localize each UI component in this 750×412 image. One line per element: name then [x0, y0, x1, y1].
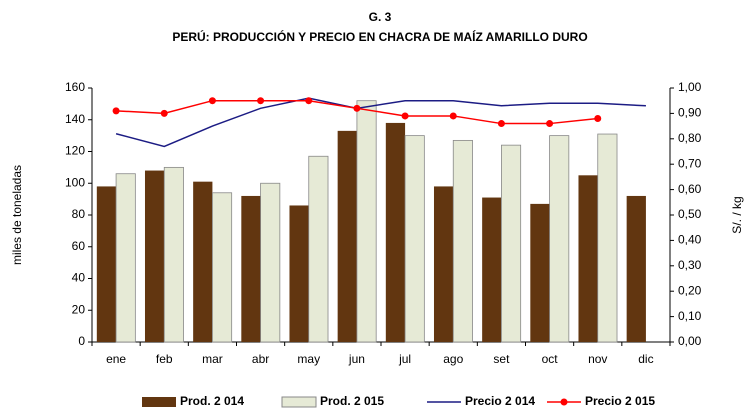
y2-tick-label: 0,10 — [678, 309, 702, 323]
bar — [356, 100, 377, 343]
bar — [482, 197, 502, 342]
price-marker — [401, 112, 409, 120]
y2-tick-label: 0,50 — [678, 207, 702, 221]
bar — [96, 186, 117, 342]
y2-tick-label: 0,00 — [678, 334, 702, 348]
bar — [241, 195, 261, 342]
legend-label: Prod. 2 014 — [180, 394, 244, 408]
chart-subtitle: PERÚ: PRODUCCIÓN Y PRECIO EN CHACRA DE M… — [172, 29, 587, 44]
y-tick-label: 140 — [65, 112, 85, 126]
y2-tick-label: 1,00 — [678, 80, 702, 94]
bar — [433, 186, 454, 342]
price-marker — [305, 97, 313, 105]
legend-label: Precio 2 015 — [585, 394, 655, 408]
bar — [144, 170, 165, 342]
y-tick-label: 80 — [72, 207, 86, 221]
x-tick-label: ene — [106, 352, 126, 366]
x-tick-label: ago — [443, 352, 463, 366]
y-tick-label: 60 — [72, 239, 86, 253]
price-marker — [594, 114, 602, 122]
bar — [163, 166, 184, 343]
y2-tick-label: 0,90 — [678, 106, 702, 120]
y2-axis-label: S/. / kg — [730, 196, 744, 233]
x-tick-label: feb — [156, 352, 173, 366]
y-tick-label: 20 — [72, 302, 86, 316]
bar — [452, 139, 473, 343]
price-marker — [497, 120, 505, 128]
x-tick-label: jul — [398, 352, 411, 366]
bar — [385, 122, 406, 342]
x-tick-label: abr — [252, 352, 269, 366]
y-tick-label: 100 — [65, 175, 85, 189]
price-marker — [449, 112, 457, 120]
y2-tick-label: 0,70 — [678, 156, 702, 170]
x-tick-label: oct — [542, 352, 559, 366]
bar — [404, 135, 425, 343]
bar — [260, 182, 281, 343]
bar — [597, 133, 618, 343]
y-tick-label: 0 — [78, 334, 85, 348]
price-marker — [208, 97, 216, 105]
legend-marker — [560, 398, 568, 406]
bar — [549, 135, 570, 343]
y2-tick-label: 0,40 — [678, 233, 702, 247]
y-axis-label: miles de toneladas — [10, 165, 24, 265]
price-marker — [353, 104, 361, 112]
bar — [289, 205, 309, 342]
x-tick-label: mar — [202, 352, 223, 366]
bar — [501, 144, 522, 343]
y-tick-label: 160 — [65, 80, 85, 94]
legend-label: Prod. 2 015 — [320, 394, 384, 408]
price-marker — [546, 120, 554, 128]
y2-tick-label: 0,60 — [678, 182, 702, 196]
x-tick-label: set — [493, 352, 510, 366]
x-tick-label: jun — [348, 352, 365, 366]
x-tick-label: may — [297, 352, 320, 366]
legend-swatch — [142, 397, 176, 407]
price-marker — [257, 97, 265, 105]
y2-tick-label: 0,30 — [678, 258, 702, 272]
y-tick-label: 120 — [65, 144, 85, 158]
x-tick-label: nov — [588, 352, 607, 366]
y2-tick-label: 0,20 — [678, 283, 702, 297]
y2-tick-label: 0,80 — [678, 131, 702, 145]
price-marker — [160, 109, 168, 117]
bar — [626, 195, 646, 342]
price-marker — [112, 107, 120, 115]
bar — [337, 130, 357, 342]
price-line — [115, 97, 646, 148]
x-tick-label: dic — [638, 352, 653, 366]
y-tick-label: 40 — [72, 271, 86, 285]
legend-swatch — [281, 396, 317, 408]
bar — [193, 181, 213, 342]
bar — [578, 175, 598, 342]
bar — [308, 155, 329, 343]
bar — [212, 192, 233, 343]
bar — [115, 173, 136, 343]
chart-title: G. 3 — [369, 10, 392, 24]
bar — [530, 203, 550, 342]
legend-label: Precio 2 014 — [465, 394, 535, 408]
